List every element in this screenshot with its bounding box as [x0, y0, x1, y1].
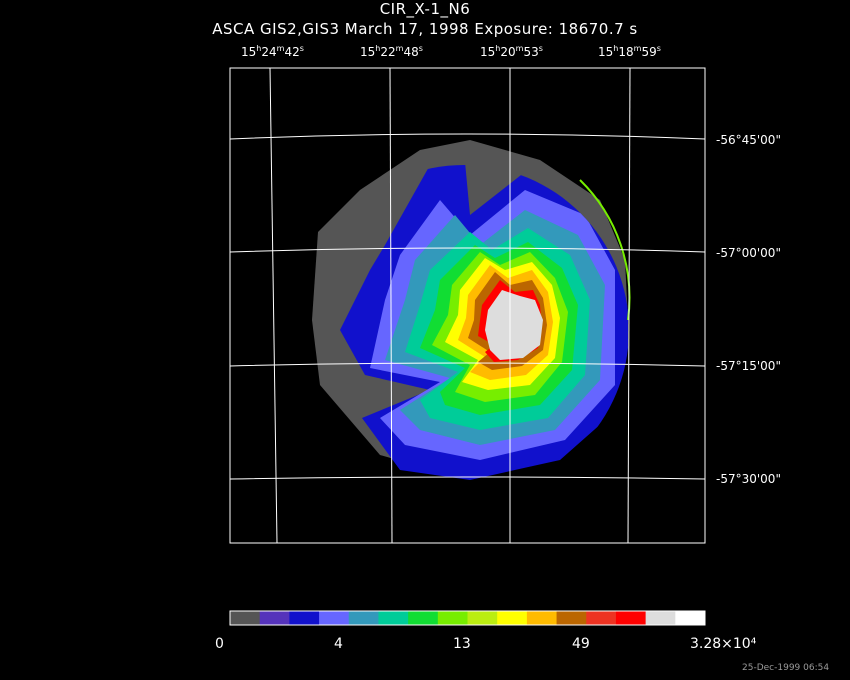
colorbar-label: 13 — [453, 636, 471, 652]
timestamp: 25-Dec-1999 06:54 — [742, 663, 830, 673]
ra-label: 15h18m59s — [598, 44, 661, 59]
colorbar-label: 4 — [334, 636, 343, 652]
dec-label: -57°30'00" — [716, 472, 781, 486]
dec-label: -57°00'00" — [716, 246, 781, 260]
colorbar-frame — [229, 610, 706, 626]
image-title: CIR_X-1_N6 — [379, 0, 471, 18]
colorbar-swatch — [437, 611, 468, 625]
colorbar-label: 49 — [572, 636, 590, 652]
colorbar-swatch — [230, 611, 261, 625]
dec-label: -57°15'00" — [716, 359, 781, 373]
colorbar-swatch — [289, 611, 320, 625]
plot-frame — [229, 67, 706, 544]
colorbar-swatch — [467, 611, 498, 625]
colorbar-swatch — [645, 611, 676, 625]
observation-subtitle: ASCA GIS2,GIS3 March 17, 1998 Exposure: … — [212, 20, 638, 38]
colorbar-swatch — [497, 611, 528, 625]
colorbar-swatch — [675, 611, 706, 625]
dec-label: -56°45'00" — [716, 133, 781, 147]
colorbar-label: 3.28×10⁴ — [690, 636, 757, 652]
colorbar-swatch — [348, 611, 379, 625]
colorbar-swatch — [259, 611, 290, 625]
colorbar-swatch — [408, 611, 439, 625]
colorbar-swatch — [319, 611, 350, 625]
colorbar-swatch — [526, 611, 558, 625]
intensity-map — [312, 140, 631, 480]
colorbar — [229, 610, 706, 626]
colorbar-swatch — [586, 611, 617, 625]
coordinate-grid — [230, 68, 705, 543]
ra-label: 15h20m53s — [480, 44, 543, 59]
colorbar-swatch — [615, 611, 647, 625]
colorbar-label: 0 — [215, 636, 224, 652]
ra-label: 15h24m42s — [241, 44, 304, 59]
ra-label: 15h22m48s — [360, 44, 423, 59]
colorbar-swatch — [378, 611, 409, 625]
colorbar-swatch — [556, 611, 587, 625]
